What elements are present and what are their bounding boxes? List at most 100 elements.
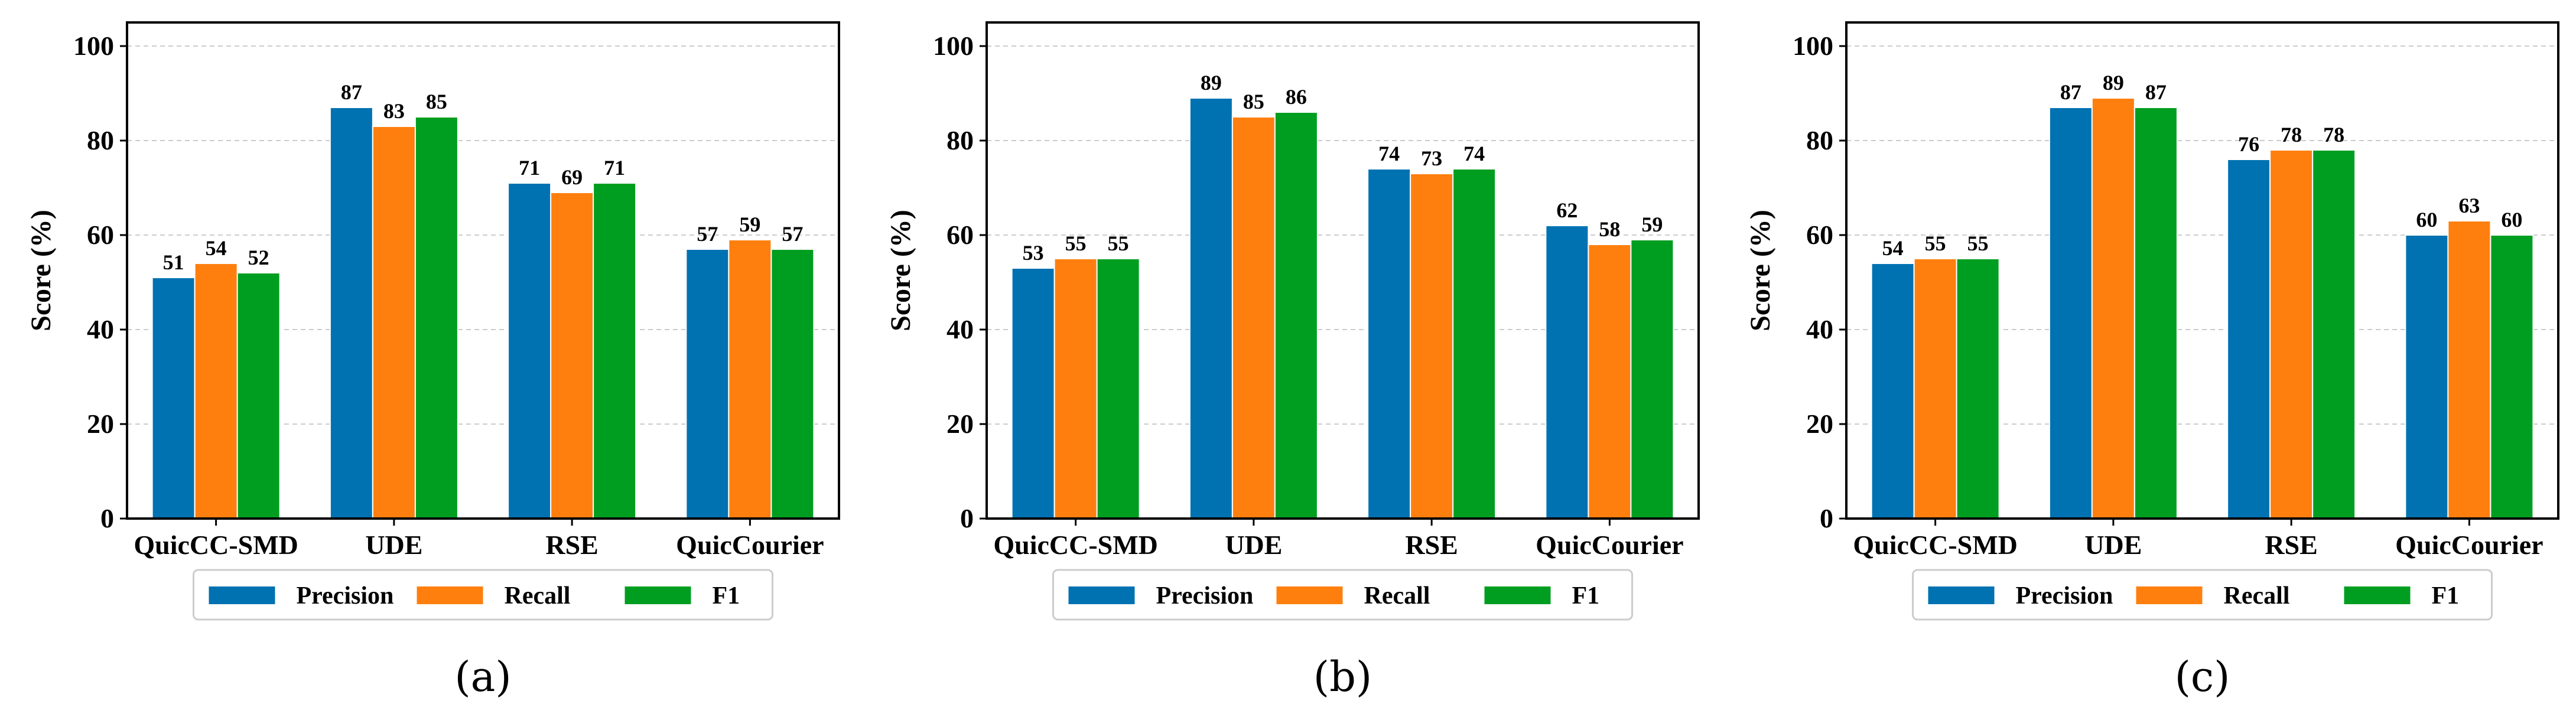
data-label: 59 — [1641, 213, 1663, 236]
data-label: 54 — [206, 236, 227, 260]
legend-swatch-f1 — [625, 586, 691, 604]
legend-swatch-recall — [2136, 586, 2203, 604]
bar-precision-2 — [508, 182, 552, 519]
panel-caption: (a) — [454, 653, 511, 701]
y-tick-label: 40 — [87, 314, 114, 344]
legend-label: Recall — [505, 582, 571, 610]
legend-swatch-precision — [209, 586, 275, 604]
data-label: 78 — [2323, 123, 2344, 146]
data-label: 52 — [248, 246, 269, 269]
legend-label: F1 — [2432, 582, 2460, 610]
y-axis-label: Score (%) — [25, 210, 57, 331]
legend-swatch-recall — [417, 586, 483, 604]
data-label: 63 — [2458, 194, 2480, 217]
bar-precision-0 — [151, 277, 196, 519]
data-label: 62 — [1556, 198, 1578, 222]
bar-precision-2 — [1367, 168, 1411, 519]
legend: Precision Recall F1 — [193, 569, 773, 621]
data-label: 59 — [739, 213, 760, 236]
panel-caption: (b) — [1313, 653, 1372, 701]
data-label: 87 — [341, 80, 362, 104]
data-label: 57 — [697, 222, 718, 246]
bar-recall-3 — [2447, 220, 2492, 519]
bar-f1-3 — [770, 249, 815, 519]
bar-f1-3 — [1630, 239, 1674, 519]
data-label: 60 — [2416, 208, 2437, 232]
panel-caption: (c) — [2175, 653, 2230, 701]
y-tick-label: 40 — [1806, 314, 1833, 344]
data-label: 71 — [519, 156, 540, 180]
bar-recall-1 — [1231, 116, 1276, 519]
bar-f1-3 — [2490, 234, 2534, 519]
x-tick-label: RSE — [1405, 530, 1458, 560]
bar-recall-1 — [372, 126, 416, 519]
data-label: 71 — [604, 156, 625, 180]
x-tick-label: UDE — [1225, 530, 1282, 560]
bar-f1-1 — [414, 116, 458, 519]
data-label: 69 — [561, 165, 583, 189]
data-label: 55 — [1925, 232, 1946, 255]
x-tick-label: RSE — [2265, 530, 2317, 560]
bar-precision-1 — [2048, 107, 2093, 519]
legend: Precision Recall F1 — [1052, 569, 1633, 621]
data-label: 57 — [782, 222, 803, 246]
legend-label: Recall — [2224, 582, 2290, 610]
y-tick-label: 100 — [1793, 31, 1833, 61]
chart-panel-3: 54 87 76 60 55 89 78 63 55 87 78 60 0 20 40 60 80 100 Quic… — [1745, 21, 2559, 701]
data-label: 83 — [383, 99, 405, 123]
y-tick-label: 20 — [1806, 409, 1833, 439]
y-tick-label: 40 — [947, 314, 974, 344]
bar-precision-0 — [1011, 268, 1055, 519]
bar-precision-1 — [329, 107, 373, 519]
legend-label: Precision — [1156, 582, 1254, 610]
bar-recall-3 — [728, 239, 772, 519]
data-label: 74 — [1378, 142, 1400, 165]
legend-swatch-f1 — [1484, 586, 1551, 604]
y-tick-label: 60 — [947, 220, 974, 250]
bar-recall-1 — [2091, 97, 2135, 519]
bar-recall-0 — [1053, 258, 1098, 519]
y-tick-label: 20 — [87, 409, 114, 439]
legend-label: Precision — [2016, 582, 2113, 610]
data-label: 55 — [1065, 232, 1087, 255]
data-label: 86 — [1286, 85, 1307, 109]
legend-swatch-f1 — [2344, 586, 2411, 604]
y-tick-label: 80 — [947, 125, 974, 155]
data-label: 73 — [1421, 146, 1442, 170]
bar-precision-0 — [1871, 263, 1915, 519]
y-tick-label: 80 — [1806, 125, 1833, 155]
data-label: 53 — [1023, 241, 1044, 265]
bar-f1-2 — [2312, 149, 2356, 519]
bar-recall-0 — [1913, 258, 1957, 519]
bar-recall-2 — [1410, 173, 1454, 519]
x-tick-label: QuicCC-SMD — [993, 530, 1158, 560]
bar-recall-2 — [2269, 149, 2314, 519]
y-tick-label: 100 — [73, 31, 114, 61]
bar-f1-2 — [1452, 168, 1497, 519]
bar-f1-1 — [1274, 112, 1318, 519]
y-tick-label: 60 — [1806, 220, 1833, 250]
chart-panel-2: 53 89 74 62 55 85 73 58 55 86 74 59 0 20 40 60 80 100 Quic… — [885, 21, 1700, 701]
y-tick-label: 0 — [1820, 503, 1833, 533]
y-tick-label: 100 — [933, 31, 974, 61]
data-label: 51 — [163, 250, 184, 274]
legend-swatch-recall — [1276, 586, 1343, 604]
bar-precision-3 — [1545, 225, 1589, 519]
bar-precision-2 — [2227, 159, 2271, 519]
legend-swatch-precision — [1928, 586, 1995, 604]
legend-label: Precision — [297, 582, 394, 610]
x-tick-label: UDE — [365, 530, 422, 560]
bar-recall-2 — [550, 192, 594, 519]
data-label: 60 — [2501, 208, 2522, 232]
legend-swatch-precision — [1068, 586, 1135, 604]
bar-f1-1 — [2133, 107, 2178, 519]
bar-f1-0 — [236, 272, 281, 519]
y-axis-label: Score (%) — [1745, 210, 1776, 331]
y-tick-label: 60 — [87, 220, 114, 250]
plot-frame — [985, 21, 1700, 520]
data-label: 89 — [1201, 71, 1222, 94]
bar-f1-0 — [1096, 258, 1140, 519]
x-tick-label: QuicCC-SMD — [1853, 530, 2018, 560]
y-axis-label: Score (%) — [885, 210, 916, 331]
